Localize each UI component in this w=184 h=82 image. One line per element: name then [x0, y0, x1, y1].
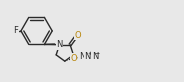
- Text: F: F: [13, 26, 18, 35]
- Text: N: N: [79, 52, 85, 61]
- Text: N: N: [84, 52, 91, 61]
- Text: N: N: [92, 52, 98, 61]
- Text: +: +: [87, 51, 92, 56]
- Text: −: −: [95, 51, 100, 56]
- Text: O: O: [70, 54, 77, 63]
- Text: N: N: [56, 40, 63, 49]
- Text: O: O: [75, 31, 82, 40]
